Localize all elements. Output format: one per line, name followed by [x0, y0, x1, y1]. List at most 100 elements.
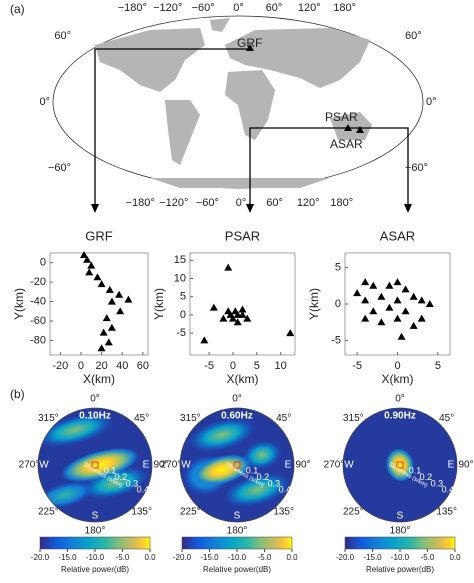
x-tick-label: 0 [78, 360, 84, 372]
frequency-label: 0.10Hz [79, 411, 111, 422]
arrow [94, 48, 409, 206]
station-triangle [99, 328, 108, 336]
power-blob [61, 447, 139, 483]
station-triangle [107, 323, 116, 331]
colorbar-tick-label: 0.0 [144, 553, 156, 562]
cardinal-label: W [344, 460, 354, 471]
station-triangle [361, 296, 370, 304]
colorbar-tick-label: 0.0 [286, 553, 298, 562]
direction-label: 90° [295, 460, 310, 471]
station-label: GRF [237, 36, 262, 50]
station-triangle [417, 314, 426, 322]
y-tick-label: -5 [176, 327, 186, 339]
station-triangle [83, 255, 92, 263]
station-triangle [238, 310, 247, 318]
station-triangle [425, 300, 434, 307]
polar-frame [37, 407, 153, 523]
power-blob [242, 440, 282, 470]
lon-tick-label: −120° [159, 197, 188, 209]
colorbar-label: Relative power(dB) [203, 565, 271, 574]
station-triangle [87, 261, 96, 269]
plot-frame [189, 252, 296, 356]
chart-title: ASAR [380, 228, 415, 243]
y-tick-label: 5 [335, 261, 341, 273]
station-triangle [409, 321, 418, 329]
station-triangle [417, 296, 426, 304]
x-tick-label: 5 [435, 360, 441, 372]
cardinal-label: S [92, 511, 99, 522]
slowness-tick-label: 0.3 [268, 478, 281, 488]
y-tick-label: 15 [174, 254, 186, 266]
x-axis-label: X(km) [227, 372, 259, 386]
direction-label: 45° [439, 413, 454, 424]
station-triangle [393, 296, 402, 304]
lat-tick-label: −60° [48, 162, 71, 174]
power-map [38, 412, 150, 509]
direction-label: 270° [324, 460, 345, 471]
frequency-label: 0.90Hz [384, 411, 416, 422]
cardinal-label: S [397, 511, 404, 522]
direction-label: 180° [390, 526, 411, 537]
station-triangle [80, 250, 89, 258]
slowness-tick-label: 0.1 [409, 466, 422, 476]
direction-label: 0° [232, 394, 242, 405]
colorbar-label: Relative power(dB) [61, 565, 129, 574]
y-tick-label: 0 [335, 298, 341, 310]
panel-label: (b) [10, 387, 25, 401]
lon-tick-label: 60° [266, 2, 283, 14]
y-tick-label: 10 [174, 272, 186, 284]
station-triangle [353, 289, 362, 297]
slowness-tick-label: 0.3 [126, 478, 139, 488]
chart-title: GRF [85, 228, 113, 243]
station-triangle [226, 310, 235, 318]
y-tick-label: -60 [30, 315, 46, 327]
y-tick-label: 0 [40, 257, 46, 269]
slowness-tick-label: 0.3 [431, 478, 444, 488]
lon-tick-label: 180° [330, 197, 353, 209]
x-tick-label: 20 [95, 360, 107, 372]
direction-label: 315° [343, 413, 364, 424]
x-tick-label: -5 [204, 360, 214, 372]
lat-tick-label: 60° [54, 30, 71, 42]
direction-label: 90° [458, 460, 473, 471]
slowness-tick-label: 0.1 [246, 466, 259, 476]
x-tick-label: -5 [352, 360, 362, 372]
colorbar-tick-label: -15.0 [200, 553, 219, 562]
station-triangle [231, 307, 240, 315]
lon-tick-label: 60° [266, 197, 283, 209]
station-triangle [115, 290, 124, 298]
station-triangle [243, 314, 252, 322]
station-triangle [393, 278, 402, 286]
direction-label: 315° [180, 413, 201, 424]
lon-tick-label: 120° [298, 2, 321, 14]
beam-center [91, 461, 99, 469]
colorbar-tick-label: -20.0 [173, 553, 192, 562]
station-triangle [393, 314, 402, 322]
direction-label: 180° [85, 526, 106, 537]
station-triangle [397, 332, 406, 340]
station-triangle [105, 285, 114, 293]
slowness-tick-label: 0.4 [137, 485, 150, 495]
plot-frame [49, 252, 149, 356]
power-blob [38, 412, 114, 448]
colorbar [181, 536, 293, 550]
colorbar [344, 536, 456, 550]
colorbar-tick-label: -5.0 [116, 553, 130, 562]
x-tick-label: 0 [230, 360, 236, 372]
station-triangle [401, 285, 410, 293]
station-triangle [93, 273, 102, 281]
x-tick-label: 40 [116, 360, 128, 372]
colorbar-tick-label: -10.0 [86, 553, 105, 562]
colorbar-tick-label: -10.0 [391, 553, 410, 562]
slowness-tick-label: 0.4 [279, 485, 292, 495]
power-map [182, 417, 292, 508]
station-triangle [385, 281, 394, 289]
slowness-tick-label: 0.2 [257, 472, 270, 482]
station-triangle [102, 314, 111, 322]
x-tick-label: 0 [394, 360, 400, 372]
colorbar-tick-label: -20.0 [31, 553, 50, 562]
direction-label: 270° [161, 460, 182, 471]
slowness-tick-label: 0.1 [104, 466, 117, 476]
colorbar-tick-label: -5.0 [258, 553, 272, 562]
